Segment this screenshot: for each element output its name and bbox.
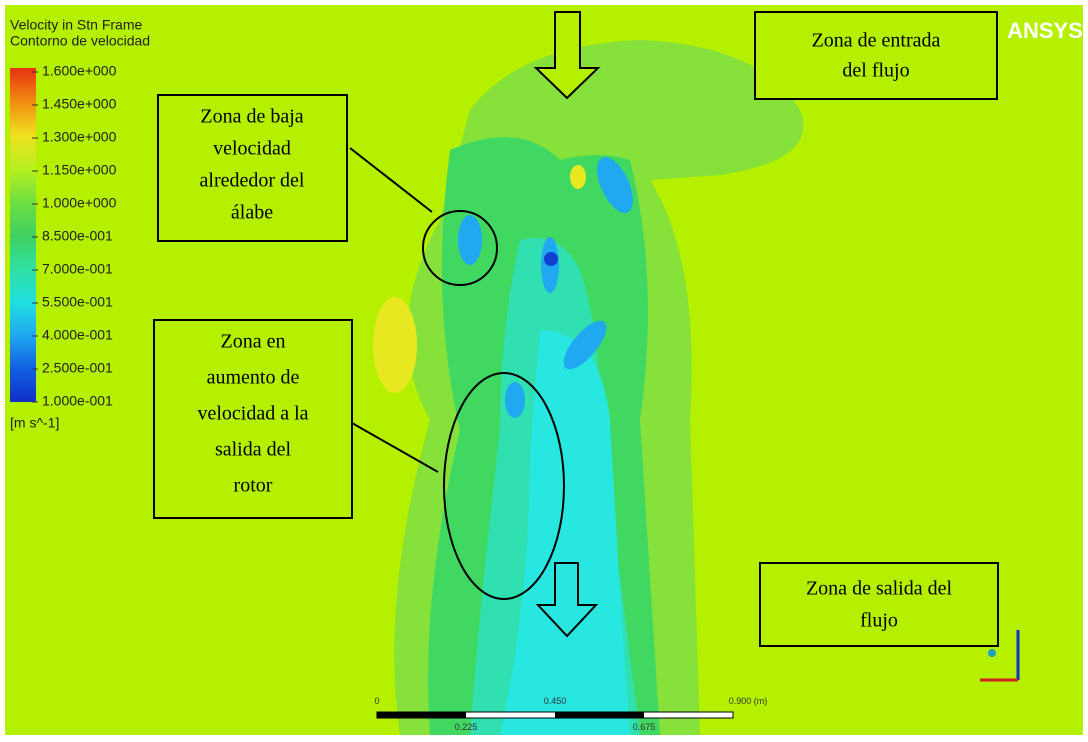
legend-title: Velocity in Stn Frame: [10, 17, 142, 33]
legend-level: 4.000e-001: [42, 327, 113, 343]
legend-level: 2.500e-001: [42, 360, 113, 376]
annotation-line: alrededor del: [200, 170, 305, 192]
legend-level: 1.450e+000: [42, 96, 117, 112]
arrows: [349, 11, 601, 638]
annotation-line: Zona en: [221, 331, 286, 353]
legend-level: 1.150e+000: [42, 162, 117, 178]
annotation-line: rotor: [234, 475, 273, 497]
scale-label: 0.675: [633, 722, 656, 732]
annotation-line: del flujo: [842, 60, 909, 82]
legend-level: 1.600e+000: [42, 63, 117, 79]
legend-level: 1.000e+000: [42, 195, 117, 211]
legend-level: 5.500e-001: [42, 294, 113, 310]
annotation-line: velocidad a la: [197, 403, 308, 425]
annotation-line: salida del: [215, 439, 292, 461]
color-bar: [10, 68, 36, 402]
annotation-line: Zona de entrada: [812, 30, 941, 52]
increase-box: [153, 319, 353, 519]
annotation-line: Zona de baja: [200, 106, 303, 128]
legend-levels: 1.600e+000 1.450e+000 1.300e+000 1.150e+000…: [32, 63, 117, 409]
axes-triad: [980, 630, 1020, 682]
legend-level: 1.300e+000: [42, 129, 117, 145]
annotation-line: aumento de: [207, 367, 300, 389]
scale-labels: 0 0.450 0.900 (m) 0.225 0.675: [374, 696, 767, 732]
scale-label: 0.900 (m): [729, 696, 768, 706]
low-speed-box: [157, 94, 348, 242]
annotations: Zona de entrada del flujo Zona de baja velo…: [197, 30, 952, 632]
legend-subtitle: Contorno de velocidad: [10, 33, 150, 49]
scale-label: 0.225: [455, 722, 478, 732]
legend-level: 8.500e-001: [42, 228, 113, 244]
annotation-line: velocidad: [213, 138, 291, 160]
scale-bar: [376, 711, 734, 719]
scale-label: 0: [374, 696, 379, 706]
inlet-box: [754, 11, 998, 100]
annotation-line: Zona de salida del: [806, 578, 952, 600]
contour: [373, 40, 804, 736]
legend-level: 1.000e-001: [42, 393, 113, 409]
legend-units: [m s^-1]: [10, 415, 59, 431]
annotation-line: flujo: [860, 610, 898, 632]
scale-label: 0.450: [544, 696, 567, 706]
outlet-box: [759, 562, 999, 647]
annotation-line: álabe: [231, 202, 273, 224]
logo: ANSYS: [1007, 18, 1083, 43]
legend-level: 7.000e-001: [42, 261, 113, 277]
